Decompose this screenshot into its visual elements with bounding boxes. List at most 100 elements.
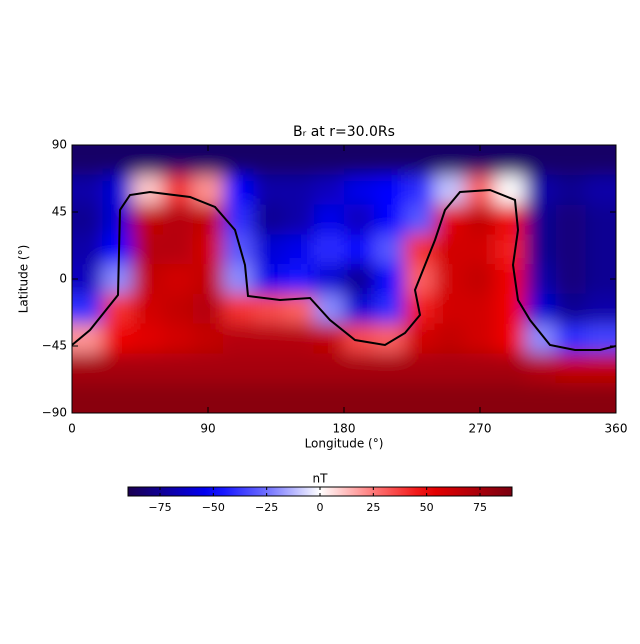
heat-cell [495, 293, 526, 325]
y-tick-label: −45 [42, 339, 67, 353]
heat-cell [404, 383, 436, 413]
heat-cell [72, 293, 103, 325]
heat-cell [464, 234, 496, 265]
heat-cell [585, 174, 616, 206]
heat-cell [374, 204, 405, 235]
heat-cell [525, 204, 557, 235]
heat-cell [344, 174, 375, 206]
heat-cell [434, 264, 466, 295]
heat-cell [223, 204, 254, 235]
heat-cell [525, 145, 557, 176]
heat-cell [313, 174, 345, 206]
heat-cell [223, 293, 254, 325]
heat-cell [555, 234, 587, 265]
heat-cell [525, 174, 557, 206]
heat-cell [434, 323, 466, 354]
heat-cell [585, 145, 616, 176]
heat-cell [102, 323, 133, 354]
heat-cell [374, 174, 405, 206]
heat-cell [434, 293, 466, 325]
heat-cell [253, 204, 285, 235]
heat-cell [585, 383, 616, 413]
heat-cell [585, 353, 616, 384]
heat-cell [434, 204, 466, 235]
heat-cell [253, 174, 285, 206]
heat-cell [283, 174, 315, 206]
x-tick-label: 180 [333, 422, 356, 436]
heat-cell [72, 323, 103, 354]
heat-cell [525, 353, 557, 384]
heat-cell [283, 264, 315, 295]
heat-cell [555, 204, 587, 235]
heat-cell [102, 383, 133, 413]
heat-cell [102, 204, 133, 235]
heat-cell [344, 293, 375, 325]
heat-cell [132, 204, 164, 235]
heat-cell [283, 353, 315, 384]
heat-cell [374, 264, 405, 295]
heat-cell [192, 264, 224, 295]
heat-cell [162, 174, 194, 206]
y-axis-label: Latitude (°) [17, 245, 31, 314]
heat-cell [102, 353, 133, 384]
heat-cell [404, 145, 436, 176]
heat-cell [404, 234, 436, 265]
zero-contour [72, 188, 616, 351]
heat-cell [132, 293, 164, 325]
heat-cell [223, 145, 254, 176]
heat-cell [464, 264, 496, 295]
heat-cell [192, 323, 224, 354]
heat-cell [404, 353, 436, 384]
heat-cell [374, 353, 405, 384]
heat-cell [374, 323, 405, 354]
heat-cell [525, 383, 557, 413]
heat-cell [374, 383, 405, 413]
heat-cell [585, 234, 616, 265]
heat-cell [132, 323, 164, 354]
heat-cell [283, 204, 315, 235]
heat-cell [102, 234, 133, 265]
heat-cell [313, 204, 345, 235]
heat-cell [162, 145, 194, 176]
field [72, 145, 616, 413]
colorbar-tick-label: −50 [202, 501, 225, 514]
heat-cell [313, 353, 345, 384]
y-tick-label: 45 [52, 205, 67, 219]
heat-cell [555, 145, 587, 176]
heat-cell [555, 264, 587, 295]
heat-cell [495, 145, 526, 176]
y-tick-label: 0 [59, 272, 67, 286]
y-tick-label: 90 [52, 138, 67, 152]
heat-cell [132, 145, 164, 176]
heat-cell [464, 323, 496, 354]
heat-cell [374, 145, 405, 176]
heat-cell [525, 323, 557, 354]
heat-cell [344, 264, 375, 295]
heat-cell [313, 383, 345, 413]
heat-cell [313, 264, 345, 295]
heat-cell [404, 174, 436, 206]
heat-cell [495, 323, 526, 354]
heat-cell [495, 383, 526, 413]
heat-cell [495, 264, 526, 295]
heat-cell [283, 323, 315, 354]
heat-cell [132, 174, 164, 206]
colorbar-tick-label: 0 [317, 501, 324, 514]
heat-cell [434, 383, 466, 413]
heat-cell [192, 234, 224, 265]
x-tick-label: 270 [469, 422, 492, 436]
heat-cell [192, 353, 224, 384]
heat-cell [72, 145, 103, 176]
heat-cell [525, 234, 557, 265]
heat-cell [162, 323, 194, 354]
heat-cell [464, 204, 496, 235]
heat-cell [374, 293, 405, 325]
heat-cell [344, 145, 375, 176]
heat-cell [162, 383, 194, 413]
heat-cell [132, 353, 164, 384]
heat-cell [162, 293, 194, 325]
heat-cell [223, 353, 254, 384]
colorbar-tick-label: 25 [366, 501, 380, 514]
heat-cell [585, 293, 616, 325]
